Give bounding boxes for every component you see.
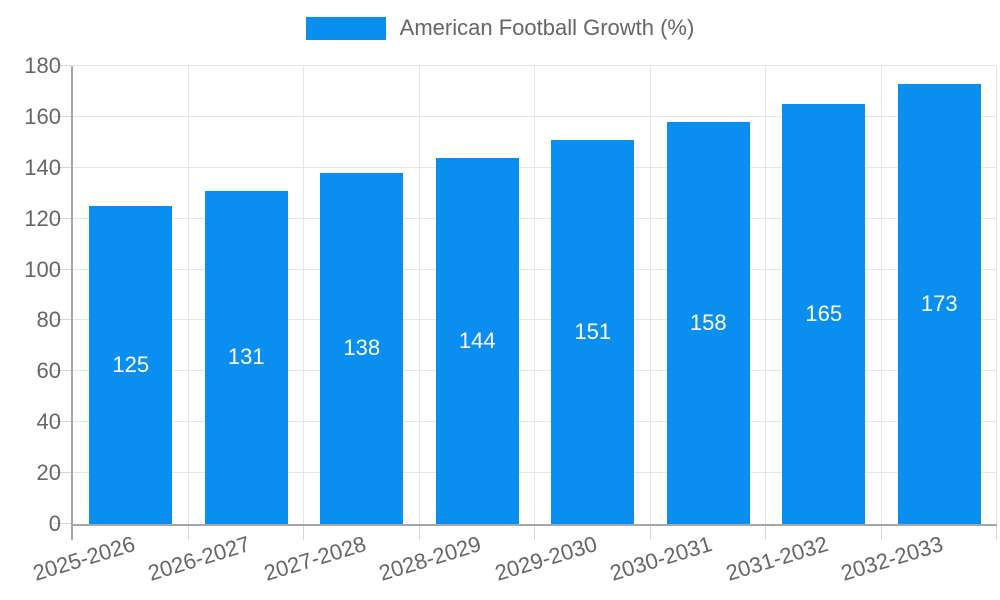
gridline-vertical [187, 66, 189, 524]
gridline-horizontal [73, 217, 997, 219]
y-axis-label: 100 [24, 256, 61, 282]
x-axis-line [71, 524, 997, 526]
gridline-vertical [765, 66, 766, 524]
bar [897, 83, 981, 524]
gridline-vertical [649, 66, 651, 524]
bar-value-label: 165 [805, 301, 843, 327]
bar [204, 190, 288, 524]
gridline-horizontal [73, 65, 997, 66]
y-axis-label: 60 [36, 358, 61, 384]
x-axis-label: 2028-2029 [376, 531, 484, 586]
x-axis-tick [187, 526, 189, 540]
bar [666, 121, 750, 524]
x-axis-label: 2027-2028 [260, 531, 369, 586]
y-axis-tick [54, 115, 71, 117]
bar-value-label: 125 [112, 351, 150, 377]
y-axis-label: 120 [24, 205, 61, 231]
gridline-vertical [880, 66, 882, 524]
x-axis-label: 2029-2030 [491, 531, 600, 586]
bar [320, 172, 404, 524]
gridline-horizontal [73, 319, 997, 321]
y-axis-label: 180 [24, 53, 61, 78]
gridline-horizontal [73, 166, 997, 168]
x-axis-tick [880, 526, 882, 540]
y-axis-label: 160 [24, 103, 61, 129]
x-axis-label: 2032-2033 [838, 531, 946, 586]
y-axis-tick [54, 217, 71, 219]
bar [435, 157, 519, 524]
bar-value-label: 144 [458, 327, 496, 353]
x-axis-tick [303, 526, 304, 540]
gridline-horizontal [73, 472, 997, 474]
gridline-horizontal [73, 268, 997, 270]
gridline-vertical [418, 66, 420, 524]
gridline-horizontal [73, 421, 997, 423]
bar-value-label: 138 [343, 335, 381, 361]
gridline-vertical [303, 66, 304, 524]
y-axis-line [71, 66, 73, 540]
x-axis-tick [649, 526, 651, 540]
bar-value-label: 151 [574, 318, 612, 344]
gridline-vertical [534, 66, 535, 524]
legend-item[interactable]: American Football Growth (%) [0, 14, 1000, 42]
plot-area: 0 20 40 60 80 100 120 140 160 180 125 131 138 144 151 1… [24, 55, 997, 586]
bar-value-label: 173 [920, 290, 958, 316]
y-axis-tick [54, 65, 71, 66]
x-axis-label: 2026-2027 [145, 531, 253, 586]
bar [782, 104, 866, 524]
x-axis-label: 2025-2026 [29, 531, 138, 586]
x-axis-tick [534, 526, 535, 540]
bar [89, 205, 173, 524]
y-axis-label: 20 [36, 460, 61, 486]
legend-label: American Football Growth (%) [399, 15, 695, 40]
y-axis-tick [54, 319, 71, 321]
y-axis-tick [54, 370, 71, 372]
x-axis-label: 2031-2032 [722, 531, 831, 586]
bar [551, 139, 635, 524]
gridline-horizontal [73, 115, 997, 117]
x-axis-tick [418, 526, 420, 540]
bar-value-label: 158 [689, 309, 727, 335]
y-axis-label: 140 [24, 154, 61, 180]
y-axis-tick [54, 268, 71, 270]
y-axis-tick [54, 523, 71, 524]
gridline-vertical [996, 66, 997, 524]
bar-value-label: 131 [227, 344, 265, 370]
x-axis-label: 2030-2031 [607, 531, 715, 586]
x-axis-tick [765, 526, 766, 540]
y-axis-label: 0 [48, 511, 61, 536]
gridline-horizontal [73, 370, 997, 372]
y-axis-label: 80 [36, 307, 61, 333]
legend-swatch [305, 16, 386, 40]
y-axis-tick [54, 421, 71, 423]
x-axis-tick [996, 526, 997, 540]
y-axis-label: 40 [36, 409, 61, 435]
y-axis-tick [54, 472, 71, 474]
y-axis-tick [54, 166, 71, 168]
